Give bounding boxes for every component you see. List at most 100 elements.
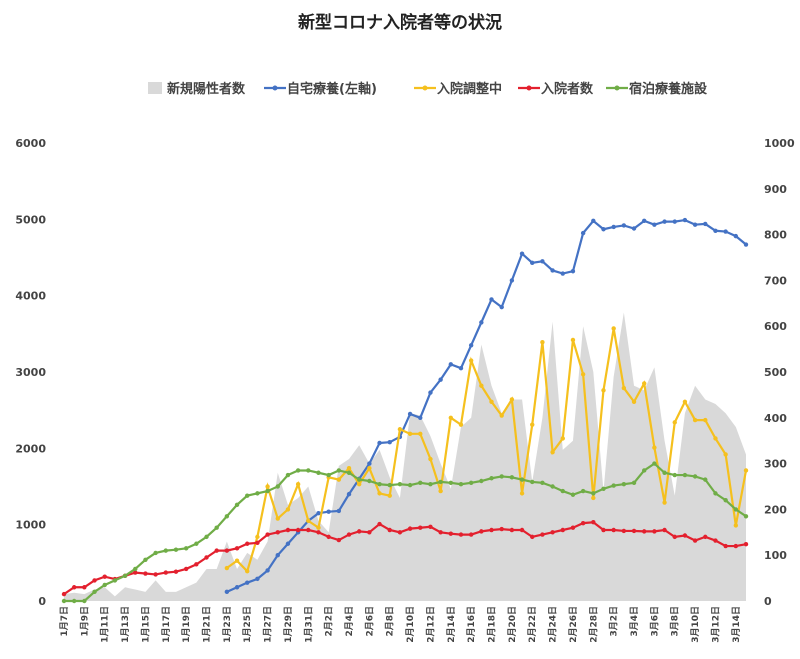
point [356, 482, 362, 487]
point [499, 413, 504, 418]
y2-tick-label: 700 [764, 274, 787, 287]
point [611, 527, 616, 533]
point [672, 219, 677, 224]
point [92, 578, 97, 583]
point [306, 518, 311, 524]
point [183, 546, 189, 551]
point [367, 530, 372, 535]
point [458, 365, 464, 371]
point [479, 478, 484, 484]
point [397, 427, 403, 432]
x-tick-label: 3月14日 [731, 606, 742, 643]
x-tick-label: 3月12日 [710, 606, 721, 643]
point [438, 377, 443, 382]
x-tick-label: 1月25日 [242, 606, 253, 643]
point [255, 576, 260, 582]
legend-swatch [148, 82, 162, 94]
point [245, 569, 250, 574]
y2-tick-label: 300 [764, 458, 787, 471]
point [530, 479, 535, 485]
point [234, 546, 240, 551]
point [326, 472, 331, 478]
point [265, 484, 270, 489]
point [468, 343, 474, 348]
y2-tick-label: 900 [764, 183, 787, 196]
point [265, 488, 270, 494]
point [458, 422, 464, 427]
point [560, 527, 565, 533]
point [82, 585, 87, 590]
point [407, 411, 413, 417]
point [519, 251, 525, 256]
point [489, 297, 494, 302]
x-tick-label: 3月4日 [629, 606, 640, 637]
point [245, 493, 250, 498]
legend-label: 入院者数 [541, 81, 594, 97]
point [713, 491, 718, 496]
legend-label: 入院調整中 [437, 81, 502, 97]
point [479, 529, 484, 534]
point [580, 520, 586, 526]
y2-tick-label: 600 [764, 320, 787, 333]
point [468, 358, 474, 363]
point [234, 558, 240, 563]
point [591, 218, 596, 224]
point [336, 508, 342, 514]
point [519, 477, 525, 482]
point [275, 484, 280, 489]
point [183, 566, 189, 572]
line [226, 328, 748, 574]
point [733, 543, 739, 549]
x-tick-label: 1月31日 [303, 606, 314, 643]
point [438, 530, 443, 535]
point [642, 218, 647, 224]
point [326, 509, 331, 514]
point [560, 436, 565, 441]
point [214, 548, 219, 553]
point [509, 527, 515, 533]
point [112, 578, 118, 583]
point [499, 526, 504, 532]
point [133, 566, 138, 572]
x-tick-label: 2月18日 [487, 606, 498, 643]
chart-title: 新型コロナ入院者等の状況 [298, 12, 502, 33]
point [489, 527, 494, 533]
point [662, 527, 667, 533]
point [580, 488, 586, 494]
point [407, 526, 413, 531]
y-tick-label: 0 [38, 595, 46, 608]
point [631, 399, 637, 404]
point [703, 534, 708, 540]
point [173, 569, 179, 574]
point [356, 477, 362, 482]
point [102, 574, 107, 579]
point [733, 507, 739, 512]
point [713, 538, 718, 543]
point [61, 598, 67, 604]
x-tick-label: 3月6日 [649, 606, 660, 637]
point [285, 527, 291, 533]
point [92, 589, 97, 595]
x-tick-label: 2月6日 [364, 606, 375, 637]
x-tick-label: 2月26日 [568, 606, 579, 643]
point [194, 541, 199, 546]
point [519, 491, 525, 496]
point [387, 482, 392, 488]
point [591, 491, 596, 496]
y2-tick-label: 1000 [764, 137, 795, 150]
x-tick-label: 2月10日 [405, 606, 416, 643]
point [611, 483, 616, 488]
point [448, 362, 454, 367]
y2-tick-label: 200 [764, 503, 787, 516]
point [295, 468, 301, 473]
point [407, 431, 413, 437]
point [438, 479, 443, 485]
point [377, 491, 382, 496]
point [418, 480, 423, 486]
y-tick-label: 3000 [15, 366, 46, 379]
point [570, 337, 576, 343]
point [428, 482, 433, 487]
point [550, 484, 555, 489]
point [713, 228, 718, 233]
x-tick-label: 1月7日 [59, 606, 70, 637]
